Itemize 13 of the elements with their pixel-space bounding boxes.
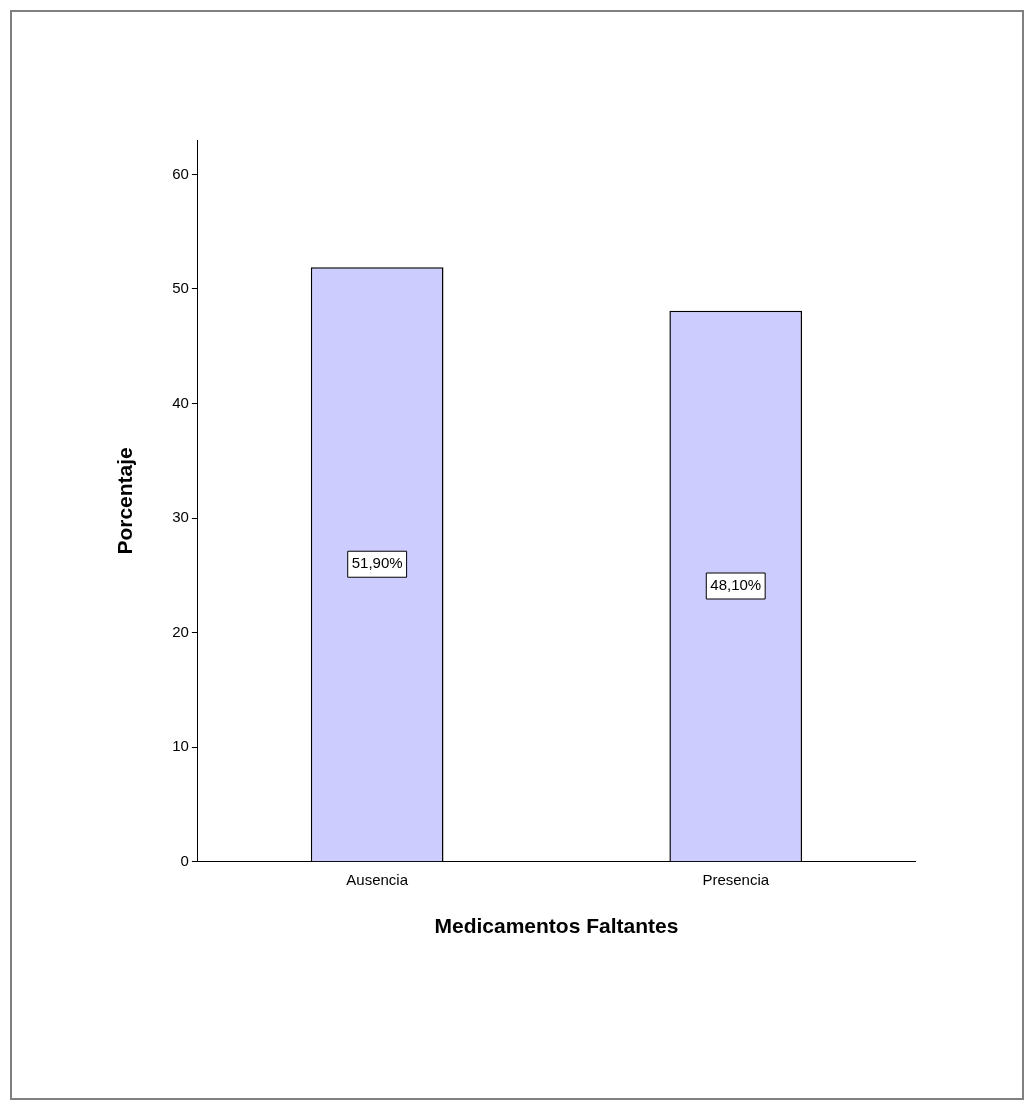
- y-tick-label: 60: [172, 164, 189, 182]
- y-tick-label: 50: [172, 279, 189, 297]
- x-tick-label: Presencia: [702, 870, 770, 888]
- y-tick-label: 0: [180, 851, 189, 869]
- y-tick-label: 10: [172, 737, 189, 755]
- y-tick-label: 30: [172, 508, 189, 526]
- y-tick-label: 40: [172, 393, 189, 411]
- y-axis-title: Porcentaje: [113, 447, 137, 555]
- data-label: 48,10%: [710, 576, 762, 594]
- x-axis-title: Medicamentos Faltantes: [434, 914, 679, 938]
- x-tick-label: Ausencia: [346, 870, 409, 888]
- y-tick-label: 20: [172, 622, 189, 640]
- data-label: 51,90%: [351, 554, 403, 572]
